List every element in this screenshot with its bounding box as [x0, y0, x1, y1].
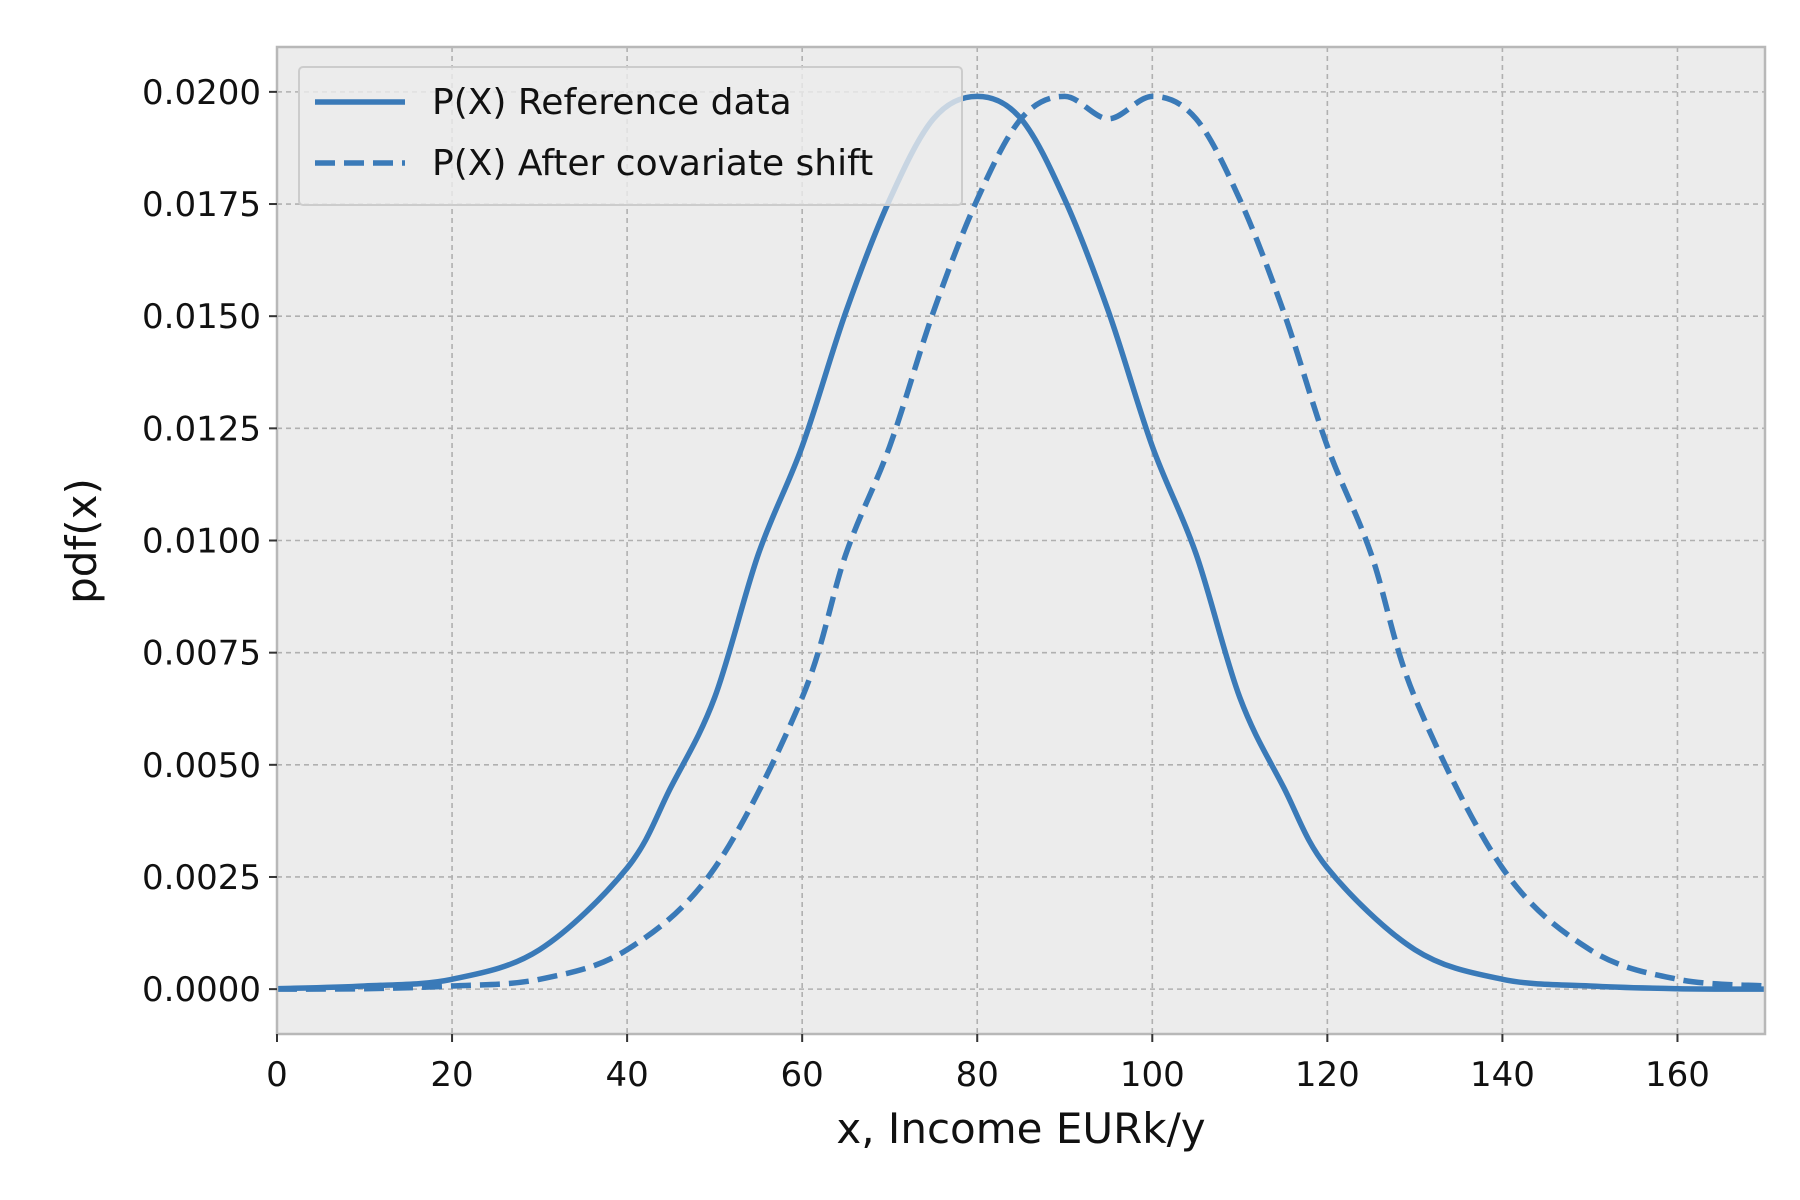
x-tick-label: 80	[956, 1055, 999, 1095]
x-tick-label: 40	[605, 1055, 648, 1095]
legend-box	[298, 66, 963, 206]
legend-label-reference: P(X) Reference data	[432, 82, 792, 123]
y-tick-label: 0.0000	[142, 970, 261, 1010]
ticks: 0 20 40 60 80 100 120 140 160 0.0000 0.0025 0.0050 0…	[142, 73, 1710, 1095]
y-tick-label: 0.0175	[142, 185, 261, 225]
y-tick-label: 0.0150	[142, 297, 261, 337]
x-tick-label: 140	[1470, 1055, 1535, 1095]
legend: P(X) Reference data P(X) After covariate…	[298, 66, 963, 206]
series-line-shifted	[276, 93, 1766, 992]
x-tick-label: 160	[1645, 1055, 1710, 1095]
series-line-reference	[276, 93, 1766, 992]
y-axis-label: pdf(x)	[57, 478, 106, 604]
x-axis-label: x, Income EURk/y	[836, 1104, 1205, 1153]
legend-label-shifted: P(X) After covariate shift	[432, 143, 873, 184]
y-tick-label: 0.0025	[142, 858, 261, 898]
x-tick-label: 20	[430, 1055, 473, 1095]
y-tick-label: 0.0075	[142, 634, 261, 674]
series-layer	[276, 93, 1766, 992]
x-tick-label: 100	[1120, 1055, 1185, 1095]
x-tick-label: 0	[266, 1055, 288, 1095]
y-tick-label: 0.0125	[142, 409, 261, 449]
x-tick-label: 60	[781, 1055, 824, 1095]
y-tick-label: 0.0100	[142, 522, 261, 562]
y-tick-label: 0.0050	[142, 746, 261, 786]
x-tick-label: 120	[1295, 1055, 1360, 1095]
y-tick-label: 0.0200	[142, 73, 261, 113]
